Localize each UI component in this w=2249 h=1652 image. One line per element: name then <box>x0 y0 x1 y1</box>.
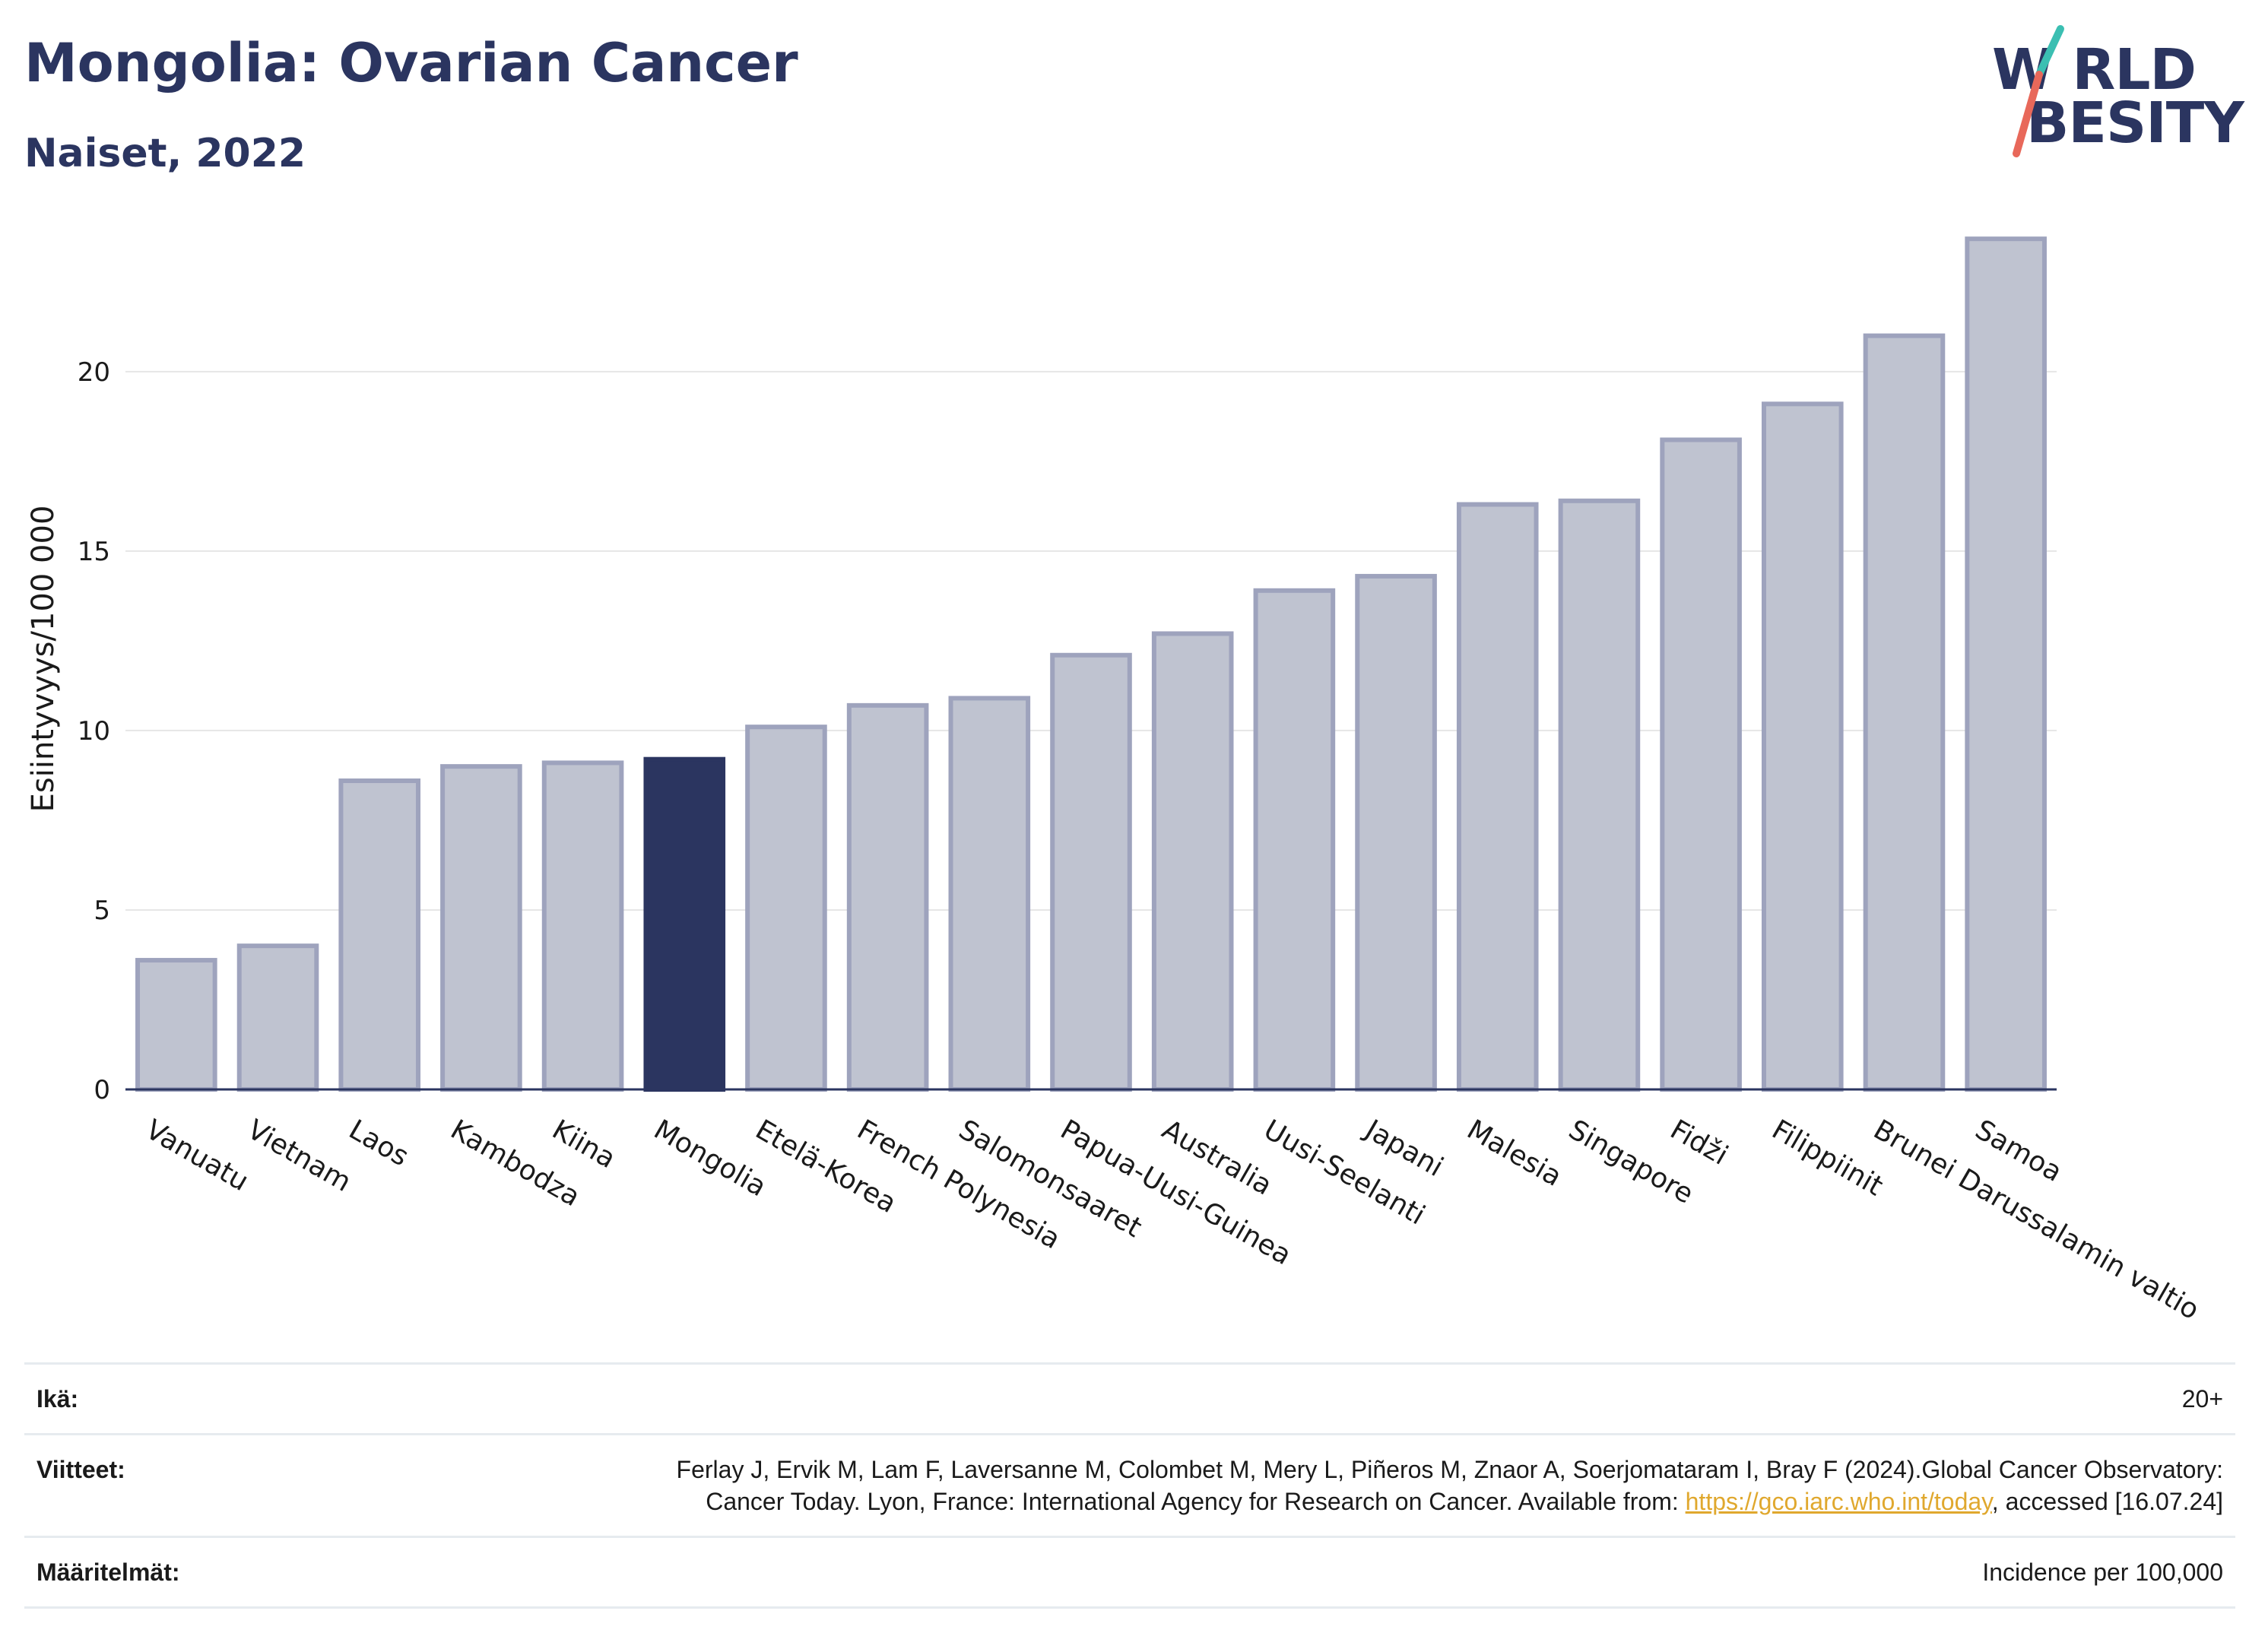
bar <box>1253 588 1336 1092</box>
bar <box>1660 437 1742 1092</box>
y-tick-label: 0 <box>94 1075 110 1105</box>
y-tick-label: 5 <box>94 896 110 926</box>
x-tick-label: Malesia <box>1461 1114 1566 1193</box>
page-title: Mongolia: Ovarian Cancer <box>24 32 798 94</box>
bar <box>846 702 929 1092</box>
age-value: 20+ <box>2181 1385 2223 1413</box>
x-tick-label: Filippiinit <box>1766 1114 1888 1202</box>
bar <box>948 696 1031 1092</box>
bar <box>1761 401 1844 1092</box>
references-link[interactable]: https://gco.iarc.who.int/today <box>1685 1488 1992 1515</box>
footer-row-definitions: Määritelmät: Incidence per 100,000 <box>24 1536 2235 1609</box>
footer-table: Ikä: 20+ Viitteet: Ferlay J, Ervik M, La… <box>24 1362 2235 1609</box>
logo-line-2: BESITY <box>2026 90 2244 156</box>
bars <box>135 236 2047 1092</box>
bar <box>745 725 827 1092</box>
logo-slash-icon <box>2013 25 2064 157</box>
x-tick-label: Laos <box>344 1114 414 1172</box>
y-tick-label: 15 <box>78 537 110 567</box>
x-tick-label: Vanuatu <box>141 1114 254 1197</box>
footer-row-references: Viitteet: Ferlay J, Ervik M, Lam F, Lave… <box>24 1433 2235 1536</box>
references-label: Viitteet: <box>36 1456 125 1483</box>
bar <box>1965 236 2047 1092</box>
page-subtitle: Naiset, 2022 <box>24 131 306 176</box>
bar <box>1355 573 1437 1092</box>
bar <box>135 958 217 1092</box>
references-text: Ferlay J, Ervik M, Lam F, Laversanne M, … <box>676 1456 2223 1515</box>
definitions-label: Määritelmät: <box>36 1558 180 1586</box>
bar <box>643 756 726 1092</box>
references-value: Ferlay J, Ervik M, Lam F, Laversanne M, … <box>626 1454 2223 1517</box>
footer-row-age: Ikä: 20+ <box>24 1362 2235 1433</box>
bar <box>1050 652 1132 1092</box>
bar <box>338 778 421 1092</box>
y-axis-title: Esiintyvyys/100 000 <box>26 506 61 813</box>
age-label: Ikä: <box>36 1385 79 1413</box>
y-tick-label: 10 <box>78 716 110 747</box>
x-tick-label: Vietnam <box>242 1114 356 1198</box>
x-tick-label: Fidži <box>1665 1114 1734 1171</box>
bar <box>1151 631 1234 1092</box>
bar <box>541 760 624 1092</box>
x-tick-label: Kiina <box>547 1114 620 1175</box>
bar <box>236 943 319 1092</box>
definitions-value: Incidence per 100,000 <box>1982 1558 2223 1586</box>
bar <box>1456 502 1539 1092</box>
y-tick-label: 20 <box>78 357 110 388</box>
bar <box>1863 333 1946 1092</box>
logo-line-1: W RLD <box>1992 37 2197 103</box>
bar <box>440 764 522 1092</box>
bar <box>1558 498 1641 1092</box>
references-tail: , accessed [16.07.24] <box>1991 1488 2223 1515</box>
x-tick-label: Mongolia <box>649 1114 772 1203</box>
world-obesity-logo: W RLD BESITY <box>1984 23 2247 160</box>
